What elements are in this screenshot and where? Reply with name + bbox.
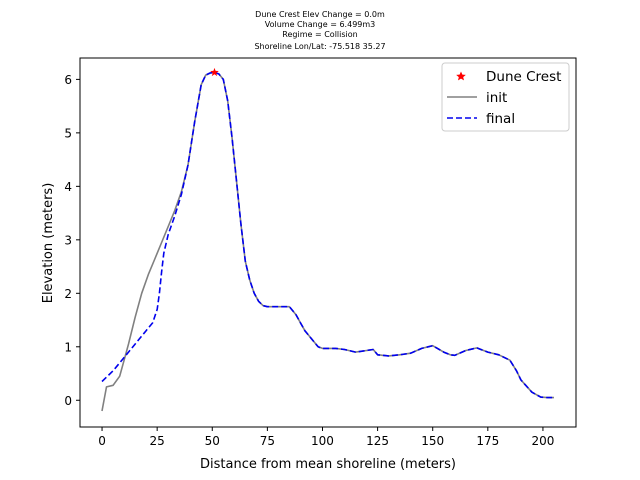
title-line-2: Volume Change = 6.499m3	[265, 20, 376, 29]
legend-item-final: final	[447, 111, 515, 127]
series-line-final	[101, 71, 554, 399]
title-line-4: Shoreline Lon/Lat: -75.518 35.27	[254, 42, 385, 51]
title-line-3: Regime = Collision	[282, 30, 357, 39]
y-tick-label: 5	[64, 126, 72, 140]
legend: Dune Crest init final	[441, 62, 570, 132]
y-tick-label: 0	[64, 394, 72, 408]
plot-area: 0 25 50 75 100 125 150 175 200 0 1 2 3 4 5 6	[64, 57, 577, 448]
x-tick-label: 75	[260, 434, 275, 448]
legend-label-dune-crest: Dune Crest	[486, 69, 561, 85]
x-tick-label: 175	[476, 434, 499, 448]
y-axis-label: Elevation (meters)	[41, 183, 56, 304]
x-tick-label: 200	[531, 434, 554, 448]
x-tick-label: 150	[421, 434, 444, 448]
axes-frame	[79, 57, 577, 428]
y-tick-label: 4	[64, 180, 72, 194]
y-tick-label: 3	[64, 233, 72, 247]
star-icon	[456, 71, 466, 81]
chart-title: Dune Crest Elev Change = 0.0m Volume Cha…	[254, 10, 385, 51]
y-tick-label: 1	[64, 340, 72, 354]
x-tick-label: 125	[366, 434, 389, 448]
legend-label-final: final	[486, 111, 515, 127]
title-line-1: Dune Crest Elev Change = 0.0m	[255, 10, 385, 19]
legend-label-init: init	[486, 90, 507, 106]
dune-crest-marker	[210, 67, 219, 77]
legend-item-dune-crest: Dune Crest	[456, 69, 561, 85]
x-tick-label: 0	[98, 434, 106, 448]
x-tick-label: 50	[205, 434, 220, 448]
y-tick-label: 6	[64, 73, 72, 87]
x-tick-label: 100	[311, 434, 334, 448]
x-tick-label: 25	[150, 434, 165, 448]
legend-item-init: init	[447, 90, 507, 106]
legend-box	[441, 62, 570, 132]
x-axis-label: Distance from mean shoreline (meters)	[200, 457, 456, 472]
y-tick-label: 2	[64, 287, 72, 301]
